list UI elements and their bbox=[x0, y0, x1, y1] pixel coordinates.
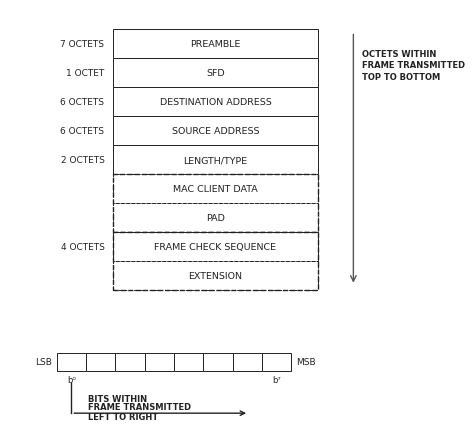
Text: b⁰: b⁰ bbox=[67, 375, 76, 384]
Bar bbox=[174, 353, 203, 371]
Bar bbox=[113, 117, 318, 146]
Text: MAC CLIENT DATA: MAC CLIENT DATA bbox=[173, 184, 258, 194]
Bar bbox=[113, 175, 318, 232]
Text: 6 OCTETS: 6 OCTETS bbox=[60, 127, 104, 136]
Text: LEFT TO RIGHT: LEFT TO RIGHT bbox=[88, 412, 158, 421]
Text: 4 OCTETS: 4 OCTETS bbox=[61, 243, 104, 251]
Text: LSB: LSB bbox=[35, 357, 52, 366]
Text: FRAME TRANSMITTED: FRAME TRANSMITTED bbox=[88, 402, 191, 412]
Text: SFD: SFD bbox=[206, 69, 225, 78]
Text: 7 OCTETS: 7 OCTETS bbox=[60, 40, 104, 49]
Text: MSB: MSB bbox=[296, 357, 316, 366]
Text: SOURCE ADDRESS: SOURCE ADDRESS bbox=[172, 127, 259, 136]
Bar bbox=[113, 261, 318, 290]
Text: FRAME CHECK SEQUENCE: FRAME CHECK SEQUENCE bbox=[155, 243, 276, 251]
Bar bbox=[113, 232, 318, 261]
Bar bbox=[113, 203, 318, 232]
Bar bbox=[113, 59, 318, 88]
Bar bbox=[113, 88, 318, 117]
Bar bbox=[113, 146, 318, 175]
Bar bbox=[86, 353, 115, 371]
Bar bbox=[262, 353, 291, 371]
Text: LENGTH/TYPE: LENGTH/TYPE bbox=[183, 156, 247, 165]
Text: 6 OCTETS: 6 OCTETS bbox=[60, 98, 104, 107]
Bar bbox=[203, 353, 233, 371]
Bar bbox=[113, 232, 318, 290]
Text: 2 OCTETS: 2 OCTETS bbox=[61, 156, 104, 165]
Bar bbox=[113, 31, 318, 59]
Bar bbox=[145, 353, 174, 371]
Text: PREAMBLE: PREAMBLE bbox=[190, 40, 241, 49]
Bar bbox=[57, 353, 86, 371]
Text: b⁷: b⁷ bbox=[272, 375, 281, 384]
Text: DESTINATION ADDRESS: DESTINATION ADDRESS bbox=[160, 98, 271, 107]
Bar bbox=[233, 353, 262, 371]
Bar bbox=[113, 175, 318, 203]
Text: EXTENSION: EXTENSION bbox=[189, 271, 242, 280]
Text: 1 OCTET: 1 OCTET bbox=[66, 69, 104, 78]
Text: BITS WITHIN: BITS WITHIN bbox=[88, 393, 147, 402]
Bar bbox=[115, 353, 145, 371]
Text: PAD: PAD bbox=[206, 213, 225, 222]
Text: OCTETS WITHIN
FRAME TRANSMITTED
TOP TO BOTTOM: OCTETS WITHIN FRAME TRANSMITTED TOP TO B… bbox=[362, 49, 465, 82]
